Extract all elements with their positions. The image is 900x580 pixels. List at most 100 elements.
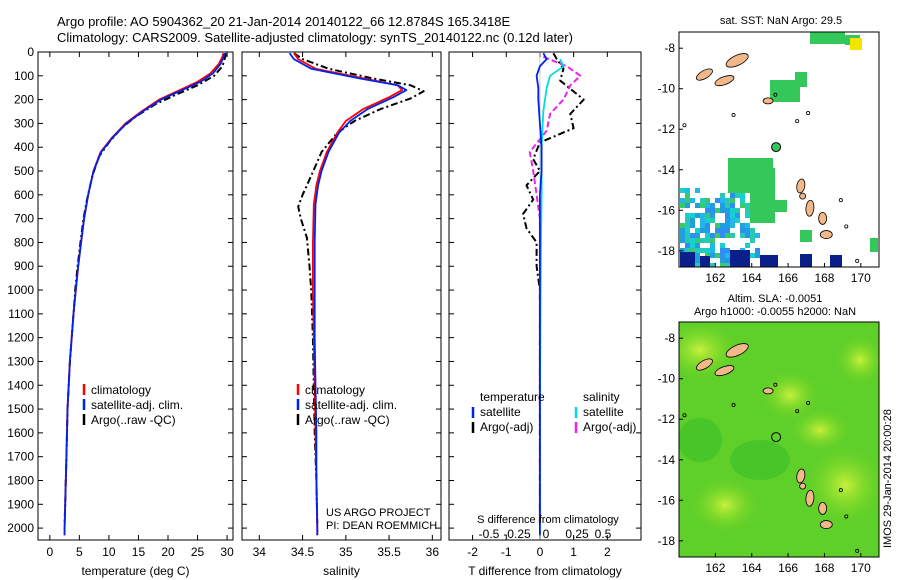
sst-cell bbox=[690, 198, 695, 203]
sst-cell bbox=[710, 248, 715, 253]
sla-ytick-label: -12 bbox=[658, 412, 676, 426]
figure-title-line2: Climatology: CARS2009. Satellite-adjuste… bbox=[57, 30, 573, 45]
sst-cell bbox=[695, 238, 700, 243]
sst-cell bbox=[695, 213, 700, 218]
depth-tick-label: 400 bbox=[14, 140, 34, 154]
sst-cell bbox=[715, 198, 720, 203]
sst-cell bbox=[705, 213, 710, 218]
sst-ytick-label: -12 bbox=[658, 122, 676, 136]
sst-cell bbox=[690, 223, 695, 228]
sst-cell bbox=[705, 218, 710, 223]
sla-islet bbox=[844, 514, 849, 519]
sla-xtick-label: 170 bbox=[851, 561, 871, 575]
sst-cell bbox=[685, 233, 690, 238]
diff-xtick-label: 2 bbox=[604, 545, 611, 559]
sst-xtick-label: 166 bbox=[778, 271, 798, 285]
sst-islet bbox=[855, 258, 860, 263]
depth-tick-label: 0 bbox=[27, 45, 34, 59]
sal-axes-frame bbox=[241, 51, 442, 541]
sst-cell bbox=[725, 253, 730, 258]
sst-cell bbox=[695, 188, 700, 193]
sla-island bbox=[725, 343, 749, 358]
sst-cell bbox=[685, 188, 690, 193]
sst-cell-green bbox=[795, 72, 807, 87]
sst-cell bbox=[735, 213, 740, 218]
sla-island bbox=[799, 482, 807, 490]
sst-cell bbox=[710, 213, 715, 218]
sal-xtick-label: 34 bbox=[253, 545, 267, 559]
sst-cell bbox=[710, 243, 715, 248]
depth-tick-label: 1800 bbox=[7, 473, 34, 487]
sst-cell bbox=[725, 208, 730, 213]
depth-tick-label: 1300 bbox=[7, 354, 34, 368]
sst-islet bbox=[731, 113, 736, 118]
depth-tick-label: 600 bbox=[14, 188, 34, 202]
sst-cell bbox=[680, 228, 685, 233]
sst-cell bbox=[720, 258, 725, 263]
sst-cell bbox=[705, 248, 710, 253]
sst-islet bbox=[844, 224, 849, 229]
sst-cell-dark bbox=[830, 255, 842, 267]
sst-cell bbox=[710, 208, 715, 213]
sst-cell bbox=[690, 238, 695, 243]
sst-cell bbox=[730, 208, 735, 213]
sla-islet bbox=[795, 409, 800, 414]
diff-series-t-argo bbox=[522, 52, 585, 524]
sst-ytick-label: -8 bbox=[664, 41, 675, 55]
sst-cell bbox=[710, 238, 715, 243]
sst-island bbox=[819, 230, 833, 239]
sst-map-layer bbox=[679, 32, 879, 267]
sst-cell bbox=[710, 253, 715, 258]
sst-cell bbox=[680, 238, 685, 243]
sla-islet bbox=[773, 382, 778, 387]
sst-cell bbox=[720, 243, 725, 248]
sst-cell bbox=[725, 263, 730, 267]
diff-xtick-label: -1 bbox=[501, 545, 512, 559]
sst-cell-warm bbox=[850, 38, 862, 50]
diff-legend-label-t: satellite bbox=[480, 405, 521, 419]
sst-cell bbox=[740, 198, 745, 203]
sst-cell bbox=[700, 198, 705, 203]
sst-argo-marker bbox=[771, 142, 782, 153]
sst-islet bbox=[806, 111, 811, 116]
sla-ytick-label: -14 bbox=[658, 453, 676, 467]
sal-xlabel: salinity bbox=[323, 564, 360, 578]
sst-cell bbox=[725, 248, 730, 253]
sst-cell bbox=[705, 228, 710, 233]
sla-island bbox=[819, 520, 833, 529]
sst-ytick-label: -14 bbox=[658, 163, 676, 177]
sst-cell bbox=[715, 228, 720, 233]
sla-islet bbox=[855, 548, 860, 553]
sst-cell bbox=[745, 233, 750, 238]
sla-high-patch bbox=[805, 445, 879, 525]
sst-cell bbox=[705, 203, 710, 208]
sst-cell bbox=[685, 218, 690, 223]
sst-cell bbox=[720, 248, 725, 253]
depth-tick-label: 200 bbox=[14, 93, 34, 107]
sst-cell bbox=[680, 188, 685, 193]
sst-cell bbox=[715, 208, 720, 213]
diff-axes-frame bbox=[448, 51, 642, 541]
sst-cell bbox=[680, 203, 685, 208]
sst-island bbox=[725, 53, 749, 68]
sla-argo-marker bbox=[771, 432, 782, 443]
sst-island bbox=[818, 211, 828, 225]
sst-cell bbox=[720, 233, 725, 238]
depth-tick-label: 1600 bbox=[7, 426, 34, 440]
diff-legend-title-salinity: salinity bbox=[583, 390, 620, 404]
sal-xtick-label: 34.5 bbox=[291, 545, 315, 559]
sst-ytick-label: -18 bbox=[658, 244, 676, 258]
sst-cell bbox=[685, 238, 690, 243]
sst-cell bbox=[740, 193, 745, 198]
sst-cell bbox=[725, 213, 730, 218]
sst-island bbox=[714, 75, 735, 87]
diff-legend-label-t: Argo(-adj) bbox=[480, 420, 533, 434]
sst-cell bbox=[755, 253, 760, 258]
depth-tick-label: 1700 bbox=[7, 450, 34, 464]
sst-cell-green bbox=[750, 188, 775, 223]
sst-cell bbox=[685, 203, 690, 208]
depth-tick-label: 900 bbox=[14, 259, 34, 273]
sst-cell bbox=[730, 223, 735, 228]
sst-cell bbox=[750, 238, 755, 243]
sst-cell bbox=[705, 223, 710, 228]
